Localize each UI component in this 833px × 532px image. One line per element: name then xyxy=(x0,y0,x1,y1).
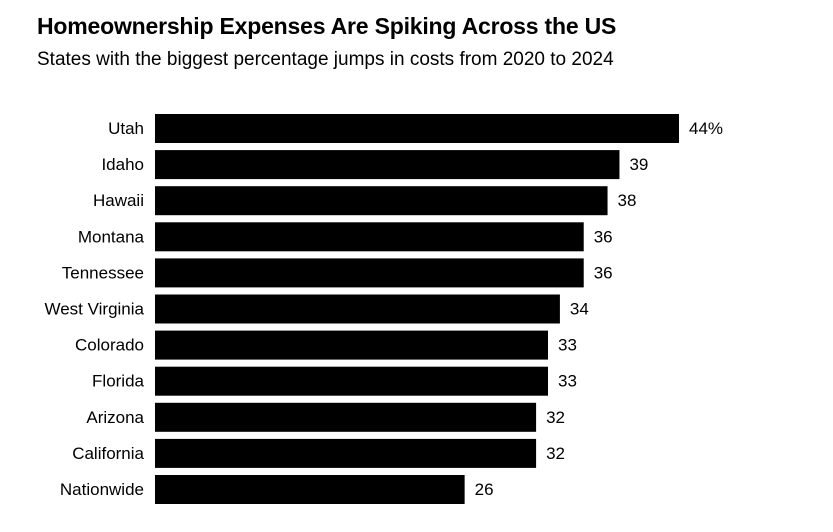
category-label: Arizona xyxy=(86,408,144,427)
category-label: Florida xyxy=(92,372,145,391)
value-label: 32 xyxy=(546,444,565,463)
bar xyxy=(155,294,560,324)
category-label: Colorado xyxy=(75,336,144,355)
chart-subtitle: States with the biggest percentage jumps… xyxy=(37,49,614,70)
category-label: Nationwide xyxy=(60,480,144,499)
value-label: 26 xyxy=(475,480,494,499)
chart-title: Homeownership Expenses Are Spiking Acros… xyxy=(37,13,617,39)
category-label: Utah xyxy=(108,119,144,138)
bar xyxy=(155,366,548,396)
bar xyxy=(155,114,679,143)
category-label: Montana xyxy=(78,227,145,246)
bar xyxy=(155,330,548,360)
category-label: West Virginia xyxy=(44,300,144,319)
bar xyxy=(155,258,584,288)
value-label: 33 xyxy=(558,372,577,391)
value-label: 36 xyxy=(594,227,613,246)
value-label: 38 xyxy=(618,191,637,210)
value-label: 32 xyxy=(546,408,565,427)
bar xyxy=(155,402,537,432)
category-label: California xyxy=(72,444,144,463)
bar xyxy=(155,475,465,504)
value-label: 39 xyxy=(629,155,648,174)
value-label: 33 xyxy=(558,336,577,355)
bar xyxy=(155,222,584,252)
category-label: Idaho xyxy=(101,155,144,174)
value-label: 44% xyxy=(689,119,723,138)
bar xyxy=(155,150,620,180)
bar xyxy=(155,186,608,216)
value-label: 34 xyxy=(570,300,589,319)
category-label: Tennessee xyxy=(62,263,144,282)
value-label: 36 xyxy=(594,263,613,282)
category-label: Hawaii xyxy=(93,191,144,210)
bar xyxy=(155,438,537,468)
